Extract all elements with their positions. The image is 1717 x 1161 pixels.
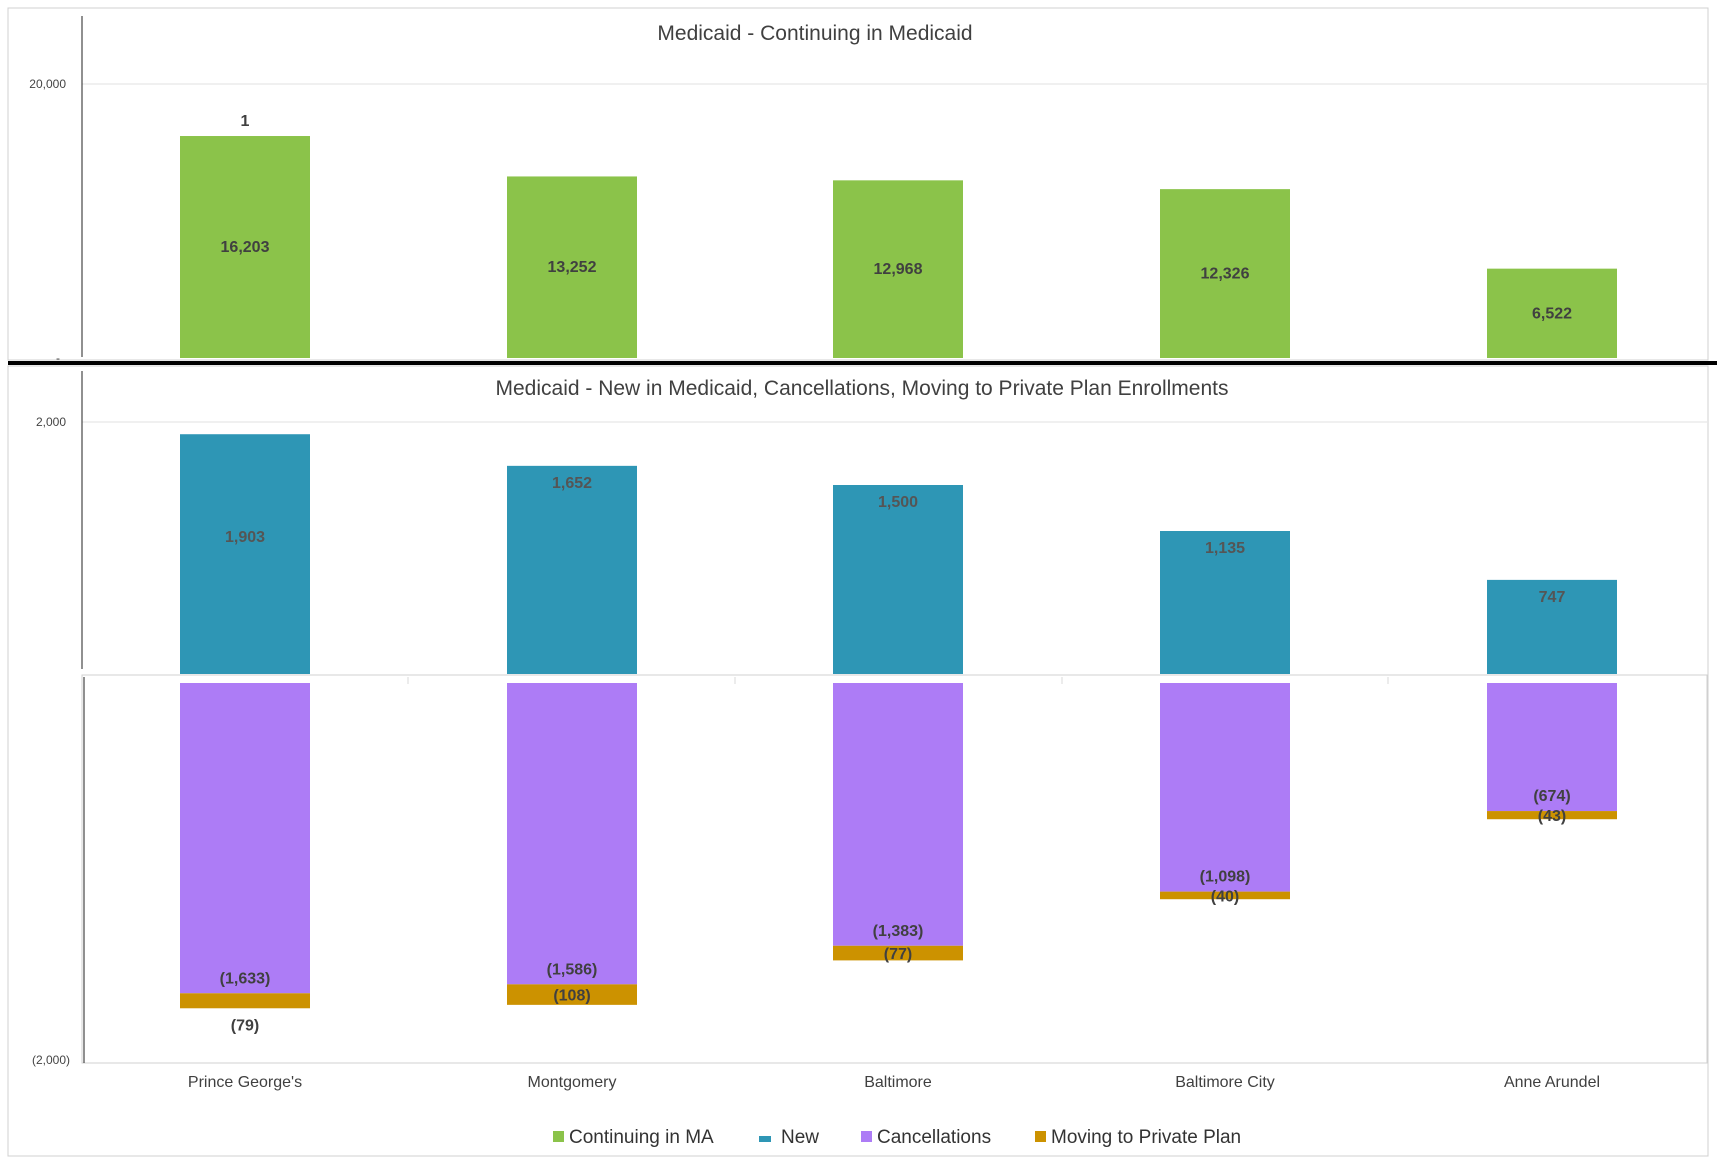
value-label-moving-prince-george-s: (79) (231, 1017, 259, 1034)
value-label-continuing-baltimore-city: 12,326 (1201, 266, 1250, 283)
value-label-cancellations-prince-george-s: (1,633) (220, 970, 271, 987)
value-label-new-baltimore: 1,500 (878, 494, 918, 511)
value-label-new-prince-george-s: 1,903 (225, 529, 265, 546)
value-label-new-baltimore-city: 1,135 (1205, 540, 1245, 557)
bar-moving-baltimore (833, 945, 963, 961)
value-label-continuing-montgomery: 13,252 (548, 259, 597, 276)
bar-cancellations-montgomery (507, 683, 637, 985)
bar-continuing-anne-arundel (1487, 268, 1617, 358)
lower-plot-frame (81, 674, 1708, 1064)
value-label-cancellations-anne-arundel: (674) (1533, 788, 1570, 805)
bar-moving-montgomery (507, 984, 637, 1005)
x-label-anne-arundel: Anne Arundel (1504, 1074, 1600, 1091)
bar-moving-anne-arundel (1487, 811, 1617, 820)
bar-new-baltimore (833, 485, 963, 674)
x-label-prince-george-s: Prince George's (188, 1074, 302, 1091)
legend-label-cancellations: Cancellations (877, 1127, 991, 1148)
top-chart-title: Medicaid - Continuing in Medicaid (657, 22, 972, 45)
bar-continuing-baltimore-city (1160, 189, 1290, 358)
bottom-y-tick-2000: 2,000 (36, 415, 66, 429)
value-label-moving-baltimore-city: (40) (1211, 888, 1239, 905)
x-label-montgomery: Montgomery (528, 1074, 617, 1091)
x-label-baltimore: Baltimore (864, 1074, 932, 1091)
legend-swatch-moving (1035, 1131, 1046, 1142)
bar-moving-baltimore-city (1160, 891, 1290, 900)
bottom-chart-title: Medicaid - New in Medicaid, Cancellation… (496, 377, 1229, 400)
value-label-cancellations-montgomery: (1,586) (547, 961, 598, 978)
value-label-moving-anne-arundel: (43) (1538, 808, 1566, 825)
bar-cancellations-prince-george-s (180, 683, 310, 994)
x-label-baltimore-city: Baltimore City (1175, 1074, 1275, 1091)
bar-continuing-baltimore (833, 180, 963, 358)
value-label-cancellations-baltimore-city: (1,098) (1200, 869, 1251, 886)
value-label-moving-baltimore: (77) (884, 946, 912, 963)
value-label-cancellations-baltimore: (1,383) (873, 923, 924, 940)
top-y-tick-20000: 20,000 (29, 77, 66, 91)
legend-swatch-cancellations (861, 1131, 872, 1142)
value-label-continuing-baltimore: 12,968 (874, 261, 923, 278)
bar-cancellations-baltimore-city (1160, 683, 1290, 892)
top-label-continuing-prince-george-s: 1 (241, 113, 250, 130)
value-label-moving-montgomery: (108) (553, 988, 590, 1005)
legend-item-new: New (759, 1127, 819, 1148)
legend-swatch-continuing (553, 1131, 564, 1142)
bar-cancellations-anne-arundel (1487, 683, 1617, 812)
bar-new-baltimore-city (1160, 530, 1290, 674)
bar-moving-prince-george-s (180, 993, 310, 1009)
bar-new-prince-george-s (180, 434, 310, 674)
top-y-tick-zero: - (56, 351, 60, 365)
bar-continuing-montgomery (507, 176, 637, 358)
legend-swatch-new (759, 1136, 771, 1142)
bottom-y-tick-neg-2000: (2,000) (32, 1053, 70, 1067)
bar-cancellations-baltimore (833, 683, 963, 946)
value-label-continuing-prince-george-s: 16,203 (221, 239, 270, 256)
bar-continuing-prince-george-s (180, 136, 310, 358)
bar-new-montgomery (507, 465, 637, 674)
bar-new-anne-arundel (1487, 579, 1617, 674)
legend-item-cancellations: Cancellations (861, 1127, 991, 1148)
value-label-continuing-anne-arundel: 6,522 (1532, 305, 1572, 322)
legend-label-moving: Moving to Private Plan (1051, 1127, 1241, 1148)
value-label-new-montgomery: 1,652 (552, 475, 592, 492)
legend-label-new: New (781, 1127, 819, 1148)
value-label-new-anne-arundel: 747 (1539, 589, 1566, 606)
legend-item-continuing: Continuing in MA (553, 1127, 714, 1148)
legend-label-continuing: Continuing in MA (569, 1127, 714, 1148)
legend-item-moving: Moving to Private Plan (1035, 1127, 1241, 1148)
legend: Continuing in MA New Cancellations Movin… (553, 1127, 1241, 1148)
